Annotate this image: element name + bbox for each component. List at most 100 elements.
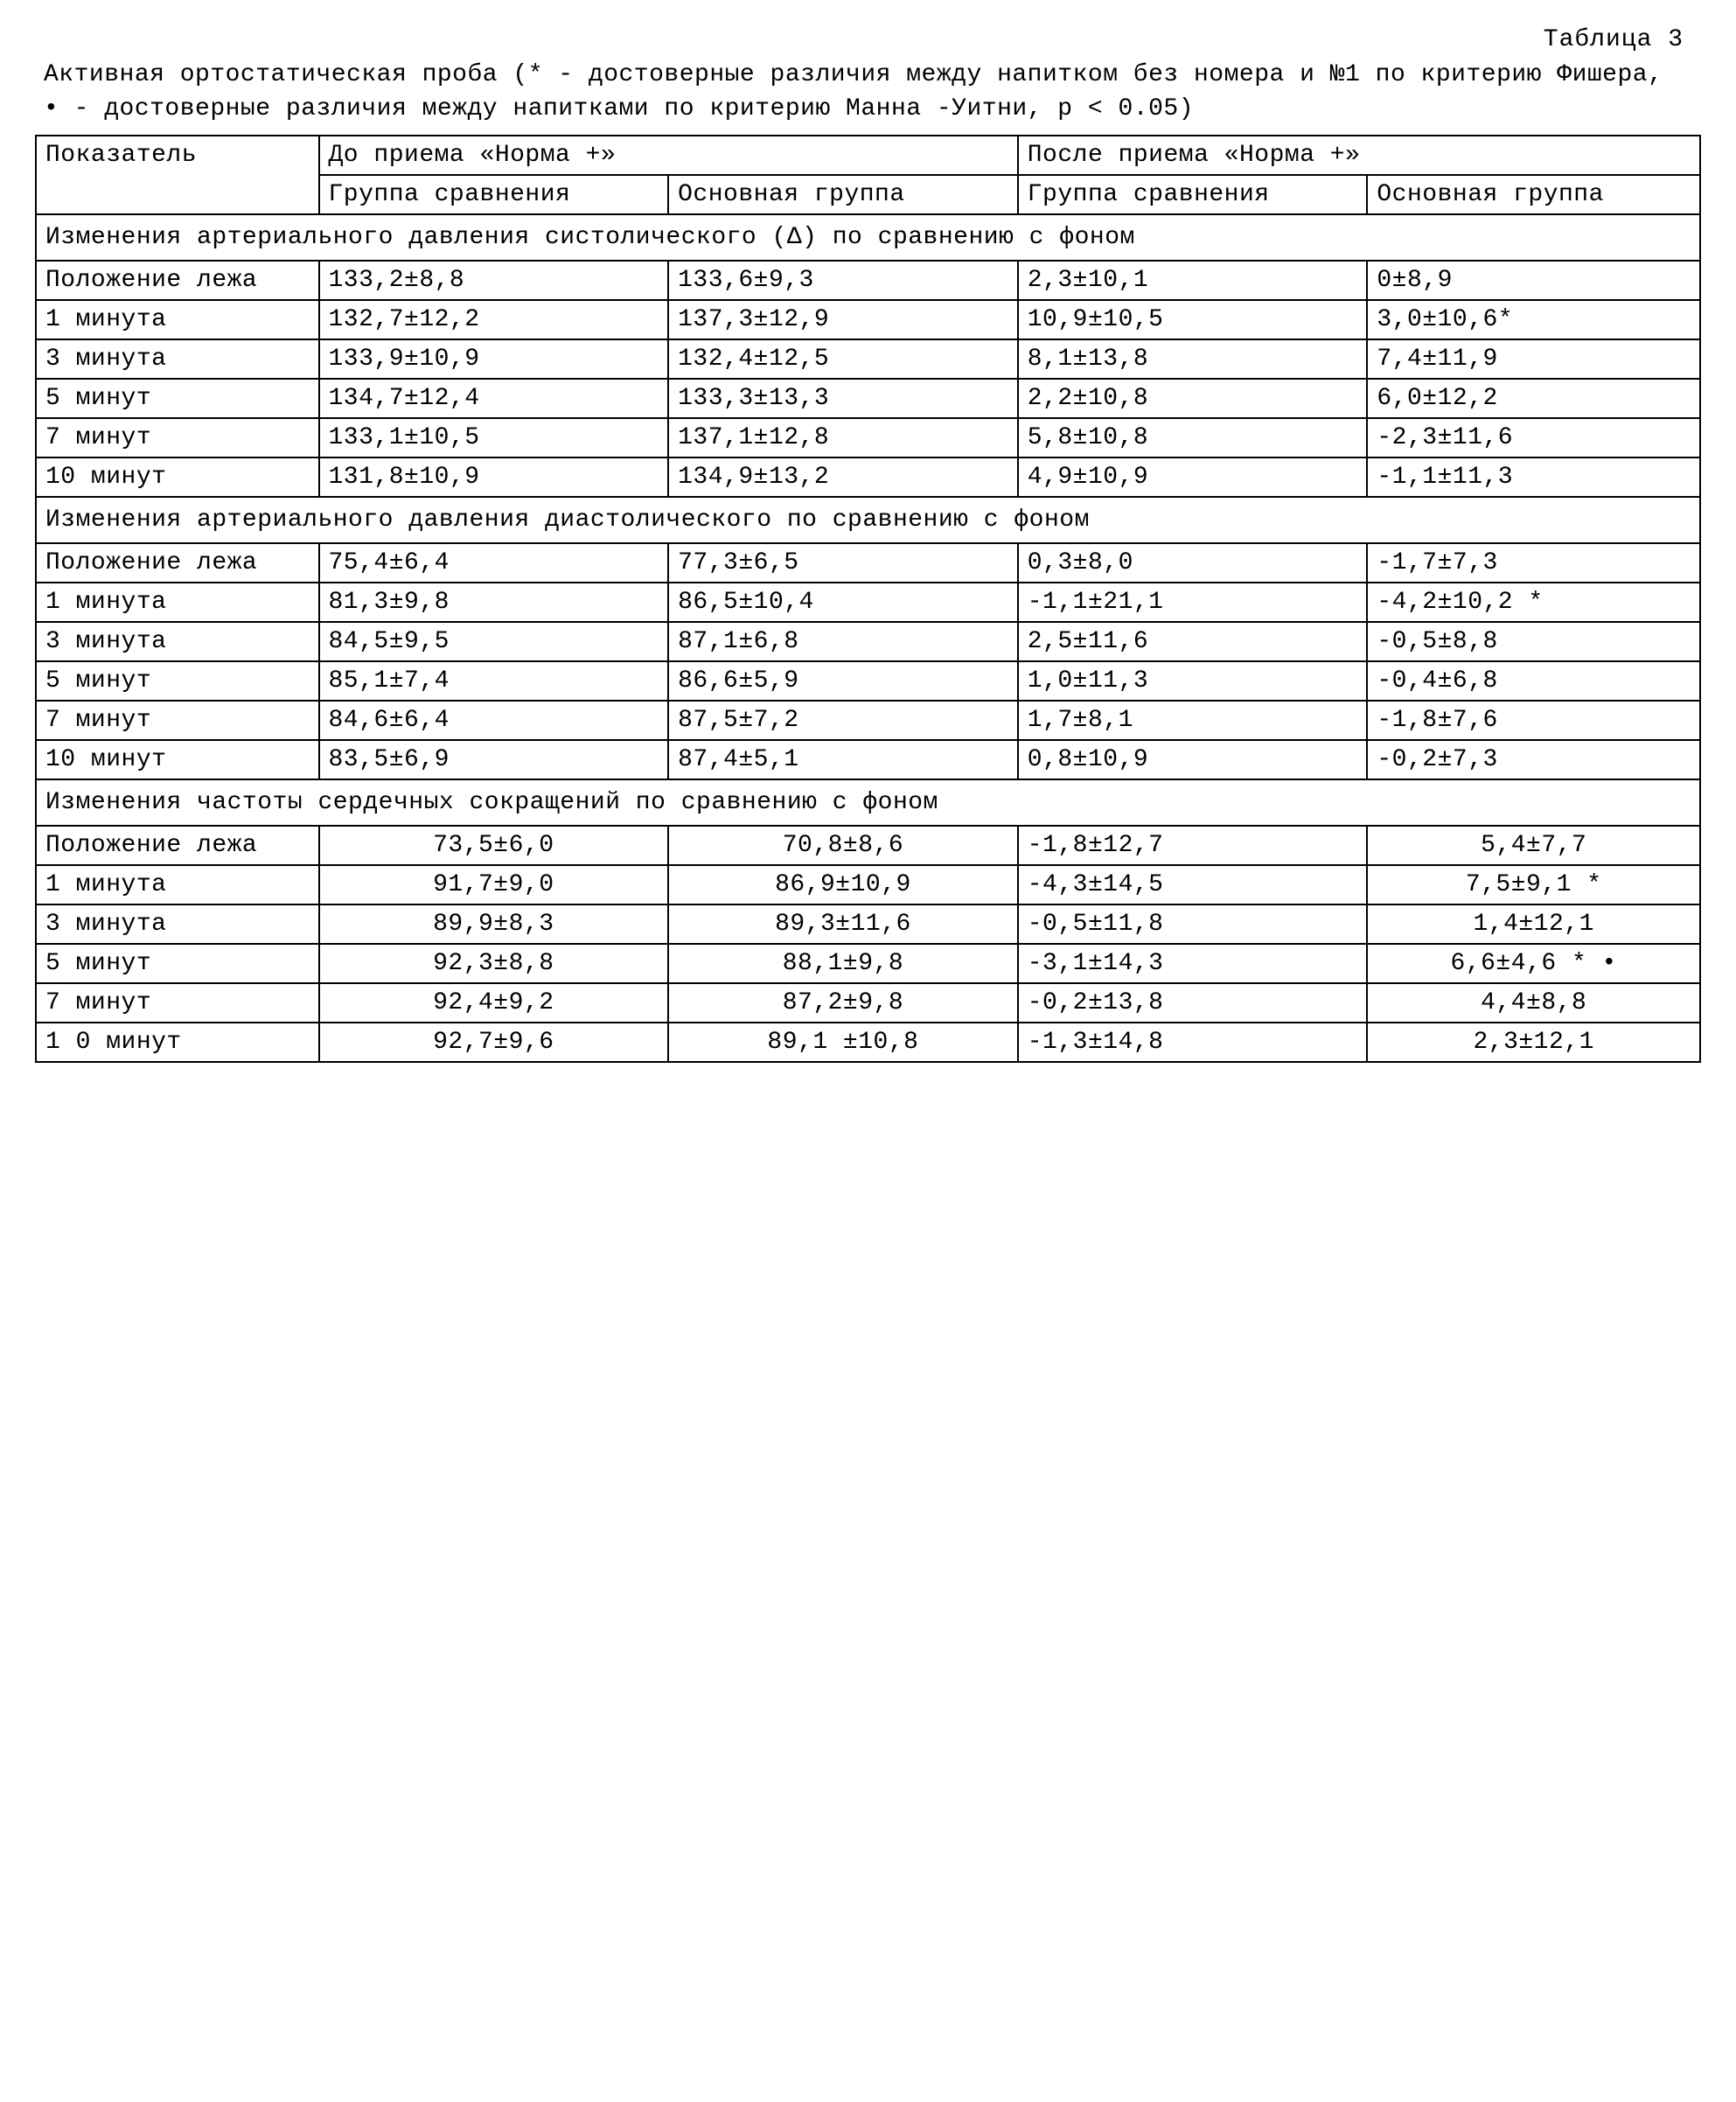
value-cell: 87,5±7,2 — [668, 701, 1018, 740]
param-cell: 7 минут — [36, 701, 319, 740]
value-cell: -1,1±21,1 — [1018, 583, 1368, 622]
value-cell: -3,1±14,3 — [1018, 944, 1368, 983]
value-cell: 73,5±6,0 — [319, 826, 669, 865]
value-cell: 133,9±10,9 — [319, 339, 669, 379]
value-cell: -1,8±7,6 — [1367, 701, 1700, 740]
value-cell: 92,4±9,2 — [319, 983, 669, 1023]
value-cell: -0,4±6,8 — [1367, 661, 1700, 701]
value-cell: -1,8±12,7 — [1018, 826, 1368, 865]
table-row: 10 минут83,5±6,987,4±5,10,8±10,9-0,2±7,3 — [36, 740, 1700, 779]
value-cell: 77,3±6,5 — [668, 543, 1018, 583]
value-cell: -1,3±14,8 — [1018, 1023, 1368, 1062]
value-cell: 4,4±8,8 — [1367, 983, 1700, 1023]
value-cell: 7,5±9,1 * — [1367, 865, 1700, 904]
table-caption: Активная ортостатическая проба (* - дост… — [44, 58, 1692, 126]
value-cell: 137,3±12,9 — [668, 300, 1018, 339]
section-row: Изменения артериального давления систоли… — [36, 214, 1700, 261]
section-row: Изменения частоты сердечных сокращений п… — [36, 779, 1700, 826]
table-row: Положение лежа75,4±6,477,3±6,50,3±8,0-1,… — [36, 543, 1700, 583]
section-title: Изменения артериального давления диастол… — [36, 497, 1700, 543]
table-row: 10 минут131,8±10,9134,9±13,24,9±10,9-1,1… — [36, 457, 1700, 497]
value-cell: -0,5±11,8 — [1018, 904, 1368, 944]
param-cell: 10 минут — [36, 457, 319, 497]
value-cell: 133,1±10,5 — [319, 418, 669, 457]
value-cell: -2,3±11,6 — [1367, 418, 1700, 457]
value-cell: 75,4±6,4 — [319, 543, 669, 583]
value-cell: 131,8±10,9 — [319, 457, 669, 497]
value-cell: 1,0±11,3 — [1018, 661, 1368, 701]
value-cell: 8,1±13,8 — [1018, 339, 1368, 379]
table-row: Положение лежа133,2±8,8133,6±9,32,3±10,1… — [36, 261, 1700, 300]
header-main-after: Основная группа — [1367, 175, 1700, 214]
section-title: Изменения частоты сердечных сокращений п… — [36, 779, 1700, 826]
param-cell: 3 минута — [36, 904, 319, 944]
value-cell: 1,7±8,1 — [1018, 701, 1368, 740]
value-cell: 0,3±8,0 — [1018, 543, 1368, 583]
table-row: Положение лежа73,5±6,070,8±8,6-1,8±12,75… — [36, 826, 1700, 865]
value-cell: 132,7±12,2 — [319, 300, 669, 339]
table-row: 1 минута132,7±12,2137,3±12,910,9±10,53,0… — [36, 300, 1700, 339]
value-cell: 10,9±10,5 — [1018, 300, 1368, 339]
value-cell: 81,3±9,8 — [319, 583, 669, 622]
value-cell: 86,9±10,9 — [668, 865, 1018, 904]
value-cell: 89,9±8,3 — [319, 904, 669, 944]
header-after: После приема «Норма +» — [1018, 136, 1700, 175]
value-cell: 70,8±8,6 — [668, 826, 1018, 865]
table-row: 3 минута89,9±8,389,3±11,6-0,5±11,81,4±12… — [36, 904, 1700, 944]
param-cell: Положение лежа — [36, 826, 319, 865]
header-comp-before: Группа сравнения — [319, 175, 669, 214]
value-cell: 1,4±12,1 — [1367, 904, 1700, 944]
table-row: 5 минут85,1±7,486,6±5,91,0±11,3-0,4±6,8 — [36, 661, 1700, 701]
param-cell: 10 минут — [36, 740, 319, 779]
table-row: 1 минута81,3±9,886,5±10,4-1,1±21,1-4,2±1… — [36, 583, 1700, 622]
param-cell: Положение лежа — [36, 543, 319, 583]
value-cell: 133,2±8,8 — [319, 261, 669, 300]
value-cell: 3,0±10,6* — [1367, 300, 1700, 339]
value-cell: 2,5±11,6 — [1018, 622, 1368, 661]
value-cell: 2,3±10,1 — [1018, 261, 1368, 300]
value-cell: 134,9±13,2 — [668, 457, 1018, 497]
param-cell: 5 минут — [36, 379, 319, 418]
table-row: 7 минут92,4±9,287,2±9,8-0,2±13,84,4±8,8 — [36, 983, 1700, 1023]
value-cell: 7,4±11,9 — [1367, 339, 1700, 379]
value-cell: 84,5±9,5 — [319, 622, 669, 661]
table-row: 3 минута133,9±10,9132,4±12,58,1±13,87,4±… — [36, 339, 1700, 379]
value-cell: 87,1±6,8 — [668, 622, 1018, 661]
param-cell: Положение лежа — [36, 261, 319, 300]
table-row: 7 минут133,1±10,5137,1±12,85,8±10,8-2,3±… — [36, 418, 1700, 457]
table-row: 7 минут84,6±6,487,5±7,21,7±8,1-1,8±7,6 — [36, 701, 1700, 740]
param-cell: 3 минута — [36, 339, 319, 379]
value-cell: 88,1±9,8 — [668, 944, 1018, 983]
table-row: 3 минута84,5±9,587,1±6,82,5±11,6-0,5±8,8 — [36, 622, 1700, 661]
table-row: 1 0 минут92,7±9,689,1 ±10,8-1,3±14,82,3±… — [36, 1023, 1700, 1062]
table-row: 5 минут134,7±12,4133,3±13,32,2±10,86,0±1… — [36, 379, 1700, 418]
param-cell: 5 минут — [36, 944, 319, 983]
param-cell: 1 минута — [36, 583, 319, 622]
value-cell: -1,7±7,3 — [1367, 543, 1700, 583]
table-row: 5 минут92,3±8,888,1±9,8-3,1±14,36,6±4,6 … — [36, 944, 1700, 983]
value-cell: 133,6±9,3 — [668, 261, 1018, 300]
value-cell: -0,5±8,8 — [1367, 622, 1700, 661]
value-cell: 84,6±6,4 — [319, 701, 669, 740]
value-cell: 83,5±6,9 — [319, 740, 669, 779]
value-cell: 85,1±7,4 — [319, 661, 669, 701]
value-cell: 5,4±7,7 — [1367, 826, 1700, 865]
value-cell: 87,2±9,8 — [668, 983, 1018, 1023]
header-comp-after: Группа сравнения — [1018, 175, 1368, 214]
value-cell: 132,4±12,5 — [668, 339, 1018, 379]
value-cell: 6,0±12,2 — [1367, 379, 1700, 418]
value-cell: 5,8±10,8 — [1018, 418, 1368, 457]
value-cell: 92,7±9,6 — [319, 1023, 669, 1062]
param-cell: 1 минута — [36, 300, 319, 339]
header-main-before: Основная группа — [668, 175, 1018, 214]
value-cell: -1,1±11,3 — [1367, 457, 1700, 497]
param-cell: 7 минут — [36, 418, 319, 457]
param-cell: 1 0 минут — [36, 1023, 319, 1062]
param-cell: 7 минут — [36, 983, 319, 1023]
section-row: Изменения артериального давления диастол… — [36, 497, 1700, 543]
value-cell: 89,3±11,6 — [668, 904, 1018, 944]
table-row: 1 минута91,7±9,086,9±10,9-4,3±14,57,5±9,… — [36, 865, 1700, 904]
value-cell: 6,6±4,6 * • — [1367, 944, 1700, 983]
value-cell: 0±8,9 — [1367, 261, 1700, 300]
value-cell: 92,3±8,8 — [319, 944, 669, 983]
